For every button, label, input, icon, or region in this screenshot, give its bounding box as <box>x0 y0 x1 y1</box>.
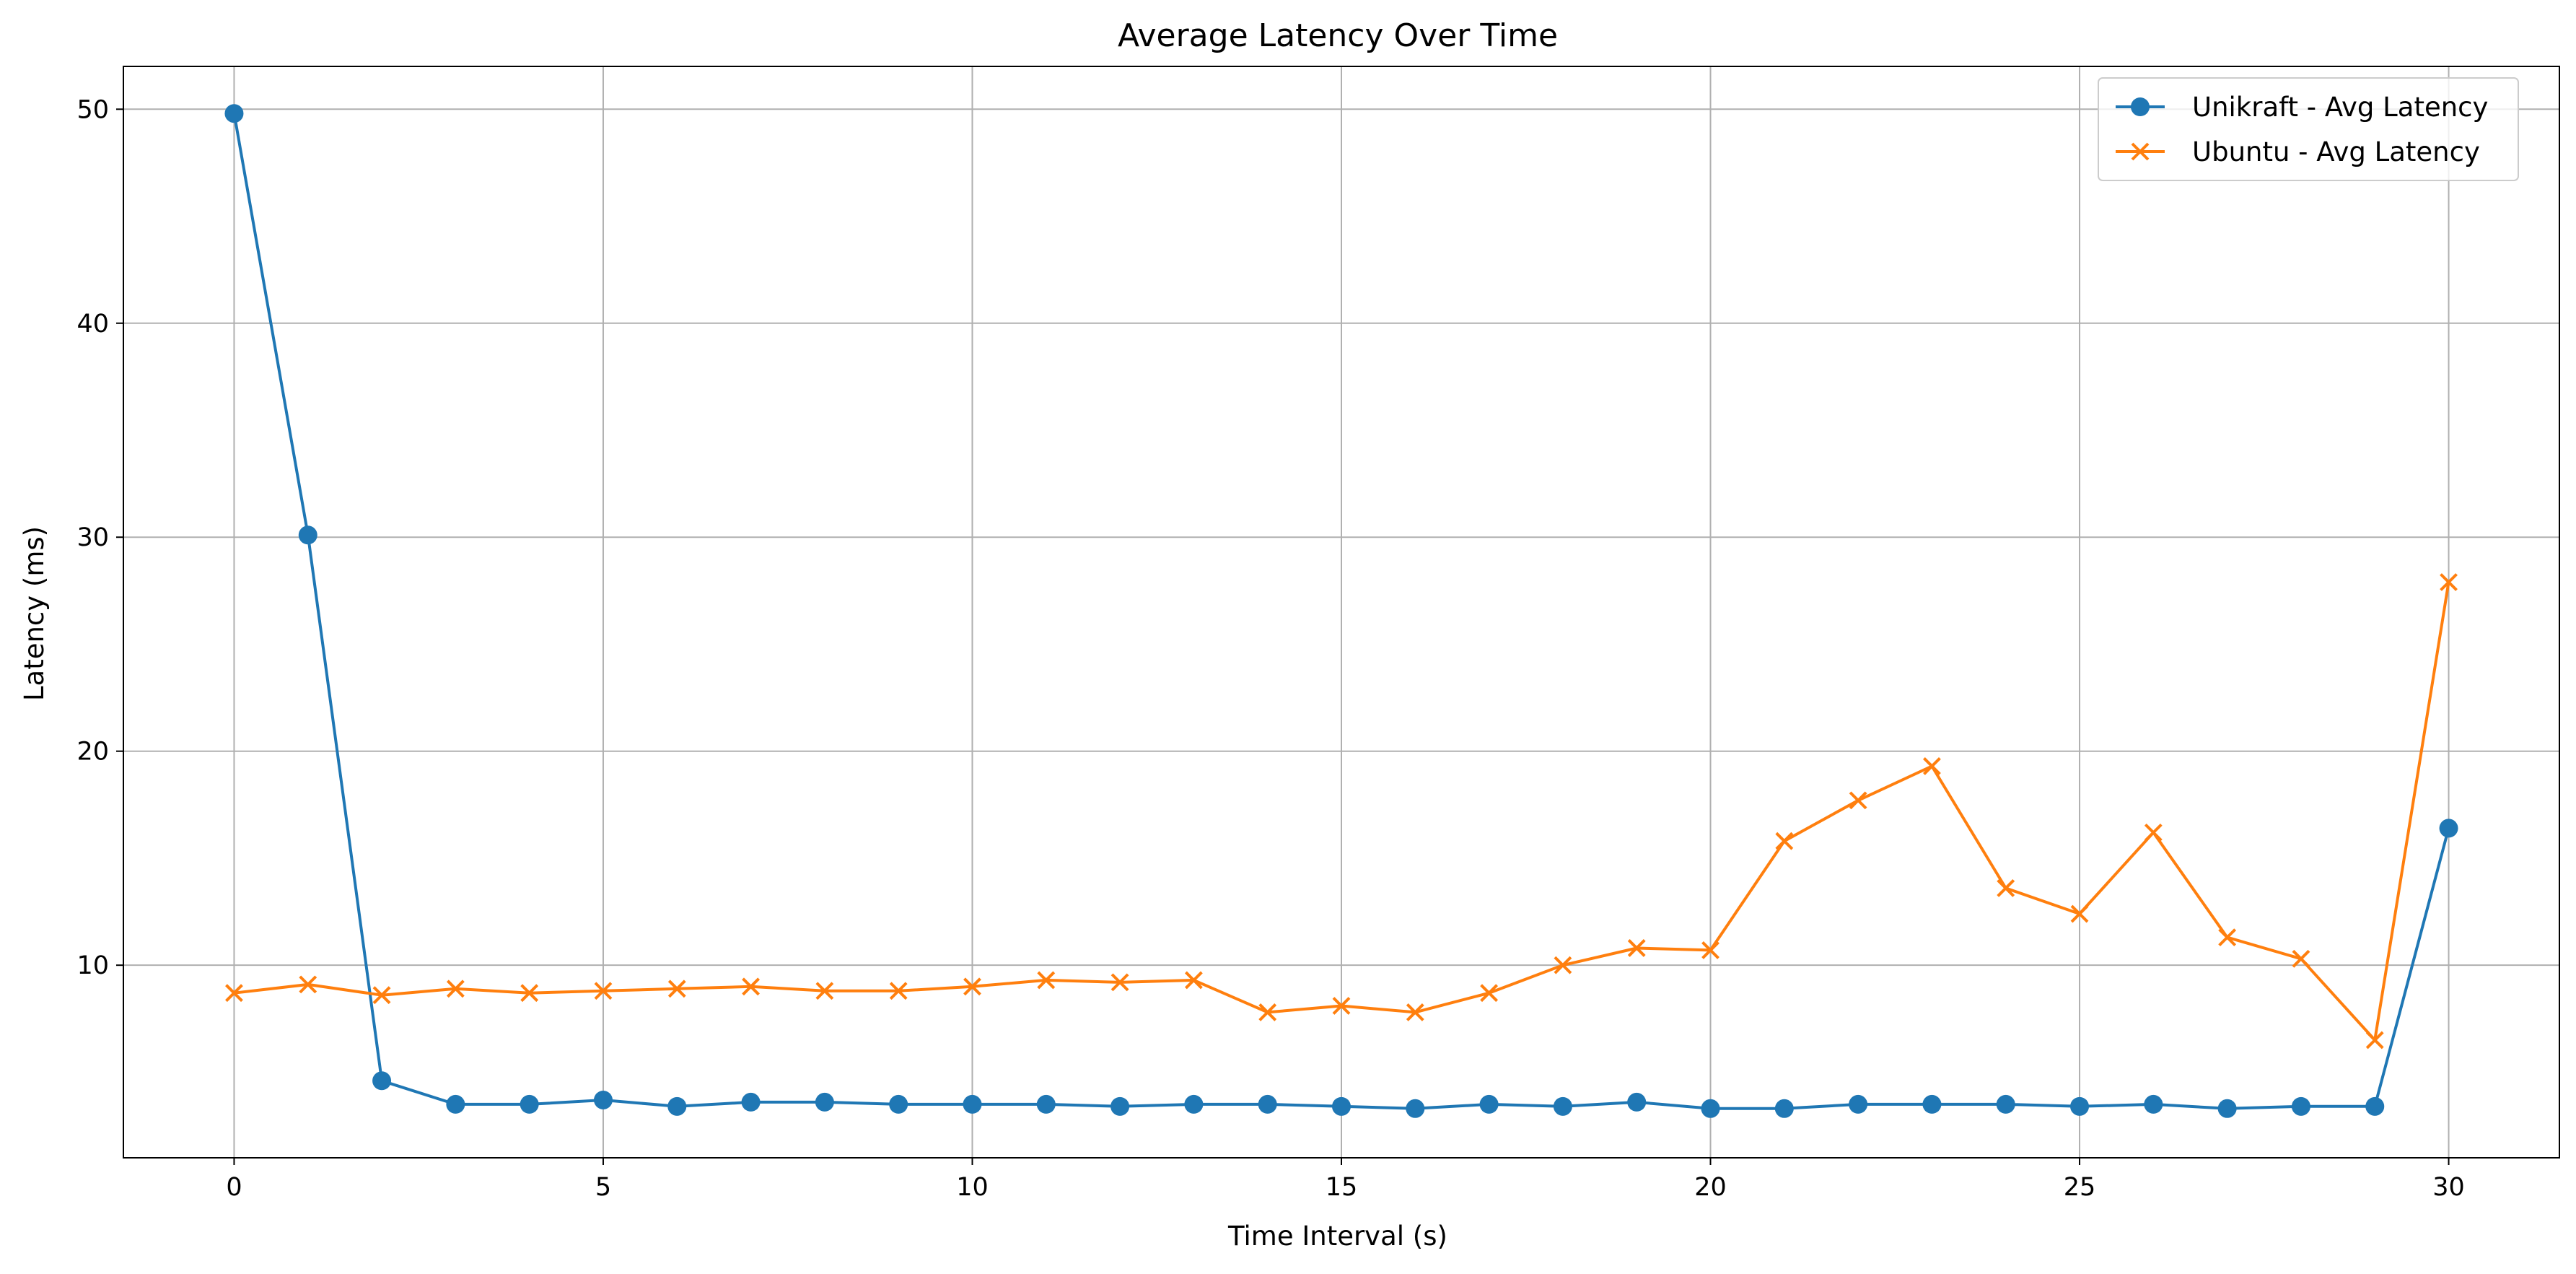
point-ubuntu-3 <box>446 980 465 998</box>
chart-title: Average Latency Over Time <box>1118 17 1558 54</box>
point-ubuntu-7 <box>742 977 760 996</box>
point-ubuntu-30 <box>2440 573 2458 591</box>
ticks: 0 5 10 15 20 25 30 10 20 30 40 50 <box>76 95 2464 1202</box>
point-unikraft-26 <box>2144 1094 2163 1114</box>
legend-marker-ubuntu <box>2131 142 2150 161</box>
point-ubuntu-15 <box>1332 997 1351 1015</box>
point-ubuntu-22 <box>1849 791 1867 810</box>
y-tick-label-50: 50 <box>76 95 109 124</box>
x-tick-label-5: 5 <box>595 1173 611 1202</box>
point-ubuntu-18 <box>1554 956 1572 974</box>
point-ubuntu-8 <box>815 982 834 1000</box>
legend-marker-unikraft <box>2131 97 2150 116</box>
point-unikraft-10 <box>963 1094 982 1114</box>
x-axis-label: Time Interval (s) <box>1227 1221 1447 1252</box>
point-unikraft-21 <box>1774 1099 1794 1118</box>
point-unikraft-11 <box>1036 1094 1056 1114</box>
point-ubuntu-6 <box>667 980 686 998</box>
point-ubuntu-2 <box>372 986 391 1005</box>
series-layer <box>224 104 2458 1118</box>
legend-label-unikraft: Unikraft - Avg Latency <box>2192 92 2488 123</box>
point-unikraft-18 <box>1553 1096 1572 1116</box>
point-unikraft-16 <box>1406 1099 1425 1118</box>
point-ubuntu-20 <box>1701 941 1719 959</box>
point-ubuntu-28 <box>2292 949 2310 968</box>
point-ubuntu-13 <box>1184 971 1203 990</box>
point-unikraft-28 <box>2291 1096 2310 1116</box>
point-unikraft-19 <box>1627 1092 1647 1112</box>
point-ubuntu-4 <box>520 984 539 1003</box>
x-tick-label-0: 0 <box>226 1173 242 1202</box>
point-unikraft-9 <box>889 1094 908 1114</box>
y-tick-label-30: 30 <box>76 523 109 552</box>
point-unikraft-4 <box>520 1094 539 1114</box>
legend-label-ubuntu: Ubuntu - Avg Latency <box>2192 136 2480 167</box>
point-unikraft-14 <box>1258 1094 1277 1114</box>
point-ubuntu-25 <box>2070 904 2089 923</box>
point-unikraft-20 <box>1701 1099 1720 1118</box>
x-tick-label-10: 10 <box>956 1173 989 1202</box>
x-tick-label-30: 30 <box>2432 1173 2465 1202</box>
x-tick-label-15: 15 <box>1326 1173 1358 1202</box>
point-ubuntu-16 <box>1406 1003 1424 1021</box>
point-ubuntu-21 <box>1775 832 1794 850</box>
point-unikraft-3 <box>446 1094 465 1114</box>
point-ubuntu-12 <box>1110 973 1129 992</box>
point-ubuntu-27 <box>2218 928 2237 947</box>
legend-box <box>2098 77 2519 181</box>
point-unikraft-2 <box>372 1071 392 1091</box>
point-unikraft-6 <box>667 1096 687 1116</box>
point-unikraft-30 <box>2439 819 2458 838</box>
point-ubuntu-0 <box>225 984 243 1003</box>
point-unikraft-8 <box>815 1092 834 1112</box>
point-unikraft-7 <box>741 1092 761 1112</box>
point-ubuntu-23 <box>1923 757 1941 775</box>
point-unikraft-27 <box>2217 1099 2237 1118</box>
point-ubuntu-1 <box>299 975 317 994</box>
point-ubuntu-11 <box>1037 971 1056 990</box>
point-unikraft-5 <box>593 1090 613 1109</box>
point-unikraft-1 <box>298 525 317 545</box>
y-tick-label-40: 40 <box>76 310 109 339</box>
point-unikraft-23 <box>1922 1094 1942 1114</box>
point-ubuntu-5 <box>594 982 613 1000</box>
point-unikraft-0 <box>224 104 244 123</box>
point-ubuntu-17 <box>1480 984 1499 1003</box>
point-ubuntu-24 <box>1997 879 2015 897</box>
point-ubuntu-10 <box>963 977 981 996</box>
point-unikraft-24 <box>1996 1094 2015 1114</box>
y-tick-label-20: 20 <box>76 738 109 767</box>
x-tick-label-20: 20 <box>1694 1173 1727 1202</box>
point-ubuntu-29 <box>2365 1031 2384 1050</box>
x-tick-label-25: 25 <box>2064 1173 2096 1202</box>
point-unikraft-29 <box>2365 1096 2385 1116</box>
grid <box>123 66 2559 1158</box>
point-ubuntu-19 <box>1627 939 1646 957</box>
legend: Unikraft - Avg Latency Ubuntu - Avg Late… <box>2098 77 2519 181</box>
point-ubuntu-9 <box>889 982 908 1000</box>
point-ubuntu-26 <box>2144 823 2163 842</box>
point-ubuntu-14 <box>1258 1003 1277 1021</box>
point-unikraft-25 <box>2070 1096 2090 1116</box>
point-unikraft-17 <box>1479 1094 1499 1114</box>
y-axis-label: Latency (ms) <box>19 526 50 701</box>
y-tick-label-10: 10 <box>76 951 109 980</box>
point-unikraft-22 <box>1849 1094 1868 1114</box>
point-unikraft-12 <box>1110 1096 1130 1116</box>
point-unikraft-15 <box>1332 1096 1351 1116</box>
point-unikraft-13 <box>1184 1094 1204 1114</box>
